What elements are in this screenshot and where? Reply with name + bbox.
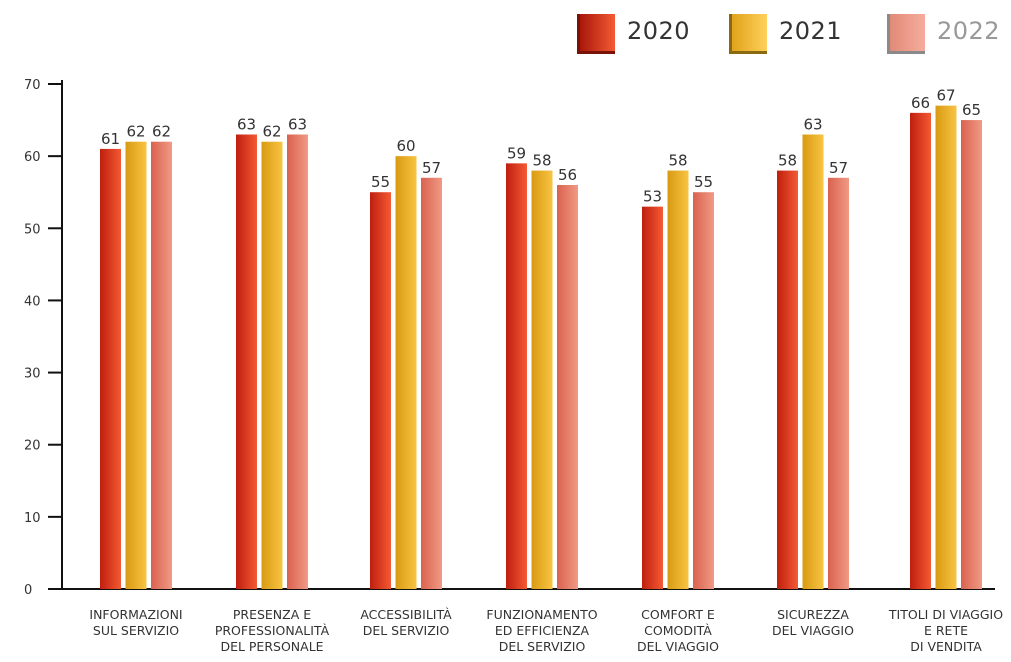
data-label-2020-0: 61 xyxy=(101,130,120,148)
y-tick-label-60: 60 xyxy=(24,150,41,165)
bar-2020-2 xyxy=(370,192,391,589)
data-label-2020-2: 55 xyxy=(371,173,390,191)
y-tick-label-50: 50 xyxy=(24,222,41,237)
data-label-2022-4: 55 xyxy=(694,173,713,191)
bar-2022-3 xyxy=(557,185,578,589)
bar-2021-6 xyxy=(935,105,957,590)
data-label-2022-5: 57 xyxy=(829,159,848,177)
bar-2020-5 xyxy=(777,170,798,590)
x-tick-label-5: SICUREZZA DEL VIAGGIO xyxy=(772,607,854,638)
data-label-2020-1: 63 xyxy=(237,116,256,134)
bar-2020-3 xyxy=(506,163,527,589)
legend-label-2022: 2022 xyxy=(937,17,1001,45)
data-labels: 61 63 55 59 53 58 66 62 62 60 58 58 63 67 62 63 57 56 55 57… xyxy=(101,87,981,206)
bar-2021-0 xyxy=(125,141,147,589)
y-tick-label-30: 30 xyxy=(24,367,41,382)
legend-swatch-2020 xyxy=(577,14,615,54)
y-tick-label-0: 0 xyxy=(24,583,32,598)
data-label-2022-1: 63 xyxy=(288,116,307,134)
data-label-2021-5: 63 xyxy=(803,116,822,134)
y-tick-label-40: 40 xyxy=(24,294,41,309)
x-tick-label-6: TITOLI DI VIAGGIO E RETE DI VENDITA xyxy=(888,607,1003,654)
bar-2022-2 xyxy=(421,177,442,590)
bar-2022-6 xyxy=(961,120,982,590)
x-tick-label-4: COMFORT E COMODITÀ DEL VIAGGIO xyxy=(637,607,719,654)
bar-2021-5 xyxy=(802,134,824,589)
bar-2022-4 xyxy=(693,192,714,589)
bar-2021-4 xyxy=(667,170,689,590)
data-label-2020-3: 59 xyxy=(507,144,526,162)
bar-2020-4 xyxy=(642,206,663,589)
legend-swatch-2021 xyxy=(729,14,767,54)
bar-2022-1 xyxy=(287,134,308,589)
y-tick-label-20: 20 xyxy=(24,439,41,454)
data-label-2021-6: 67 xyxy=(936,87,955,105)
bar-2022-0 xyxy=(151,141,172,589)
bar-2022-5 xyxy=(828,177,849,590)
data-label-2020-4: 53 xyxy=(643,188,662,206)
data-label-2020-6: 66 xyxy=(911,94,930,112)
category-labels: INFORMAZIONI SUL SERVIZIO PRESENZA E PROFES… xyxy=(89,607,1003,654)
x-tick-label-3: FUNZIONAMENTO ED EFFICIENZA DEL SERVIZIO xyxy=(486,607,597,654)
data-label-2021-4: 58 xyxy=(668,152,687,170)
bar-2020-1 xyxy=(236,134,257,589)
y-tick-label-70: 70 xyxy=(24,78,41,93)
data-label-2021-2: 60 xyxy=(396,137,415,155)
data-label-2021-3: 58 xyxy=(532,152,551,170)
bar-2021-3 xyxy=(531,170,553,590)
bar-2021-2 xyxy=(395,156,417,589)
legend-label-2020: 2020 xyxy=(627,17,691,45)
data-label-2021-0: 62 xyxy=(126,123,145,141)
data-label-2020-5: 58 xyxy=(778,152,797,170)
y-tick-label-10: 10 xyxy=(24,511,41,526)
x-tick-label-1: PRESENZA E PROFESSIONALITÀ DEL PERSONALE xyxy=(215,607,330,654)
bar-2020-0 xyxy=(100,148,121,589)
bar-2020-6 xyxy=(910,112,931,589)
x-tick-label-0: INFORMAZIONI SUL SERVIZIO xyxy=(89,607,182,638)
legend-swatch-2022 xyxy=(887,14,925,54)
bars xyxy=(100,105,982,590)
data-label-2022-2: 57 xyxy=(422,159,441,177)
x-tick-label-2: ACCESSIBILITÀ DEL SERVIZIO xyxy=(360,607,452,638)
legend-label-2021: 2021 xyxy=(779,17,843,45)
bar-2021-1 xyxy=(261,141,283,589)
data-label-2021-1: 62 xyxy=(262,123,281,141)
data-label-2022-0: 62 xyxy=(152,123,171,141)
data-label-2022-6: 65 xyxy=(962,101,981,119)
data-label-2022-3: 56 xyxy=(558,166,577,184)
